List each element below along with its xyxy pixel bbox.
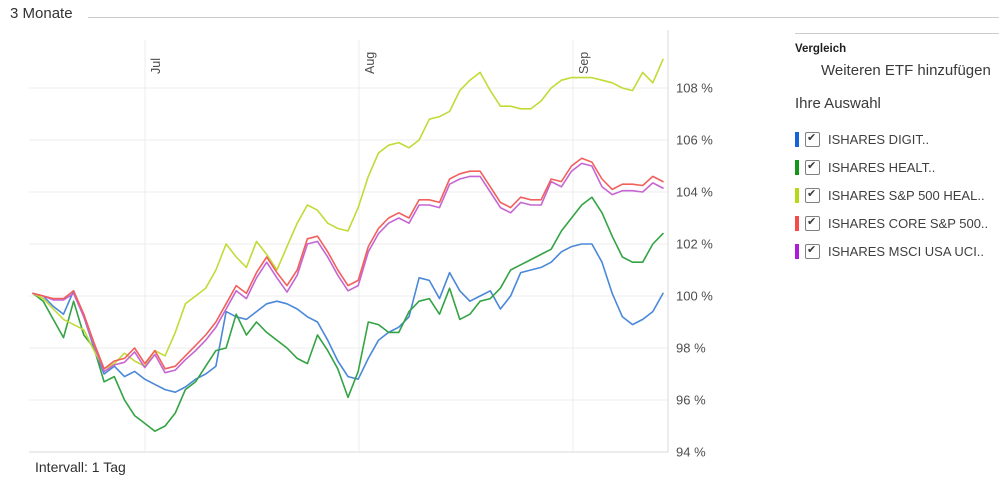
series-label: ISHARES CORE S&P 500.. [828,215,989,231]
x-axis-month-label: Sep [577,52,591,74]
header-divider [88,17,999,18]
series-color-bar [795,159,799,175]
y-axis-label: 104 % [676,185,713,200]
legend-row: ISHARES HEALT.. [795,153,999,181]
series-line [32,157,664,370]
y-axis-label: 108 % [676,81,713,96]
y-axis-label: 94 % [676,445,706,460]
y-axis-label: 96 % [676,393,706,408]
series-checkbox[interactable] [805,215,820,231]
add-etf-link[interactable]: Weiteren ETF hinzufügen [821,62,991,79]
series-label: ISHARES DIGIT.. [828,131,930,147]
series-checkbox[interactable] [805,243,820,259]
series-line [32,162,664,374]
comparison-header: Vergleich [795,43,847,55]
series-color-bar [795,187,799,203]
y-axis-label: 98 % [676,341,706,356]
y-axis-label: 100 % [676,289,713,304]
series-color-bar [795,215,799,231]
series-label: ISHARES MSCI USA UCI.. [828,243,985,259]
series-line [32,243,664,394]
etf-legend: ISHARES DIGIT.. ISHARES HEALT.. ISHARES … [795,125,999,265]
legend-row: ISHARES DIGIT.. [795,125,999,153]
series-color-bar [795,131,799,147]
selection-header: Ihre Auswahl [795,95,881,112]
series-checkbox[interactable] [805,159,820,175]
series-label: ISHARES S&P 500 HEAL.. [828,187,985,203]
x-axis-month-label: Jul [149,58,163,74]
legend-row: ISHARES MSCI USA UCI.. [795,237,999,265]
legend-row: ISHARES CORE S&P 500.. [795,209,999,237]
performance-chart: 94 % 96 % 98 % 100 % 102 % 104 % 106 % 108 % Jul… [29,30,713,460]
period-label: 3 Monate [10,5,73,22]
series-label: ISHARES HEALT.. [828,159,936,175]
interval-label: Intervall: 1 Tag [35,459,126,475]
y-axis-label: 102 % [676,237,713,252]
series-line [32,58,664,370]
series-line [32,196,664,433]
series-color-bar [795,243,799,259]
y-axis-label: 106 % [676,133,713,148]
legend-row: ISHARES S&P 500 HEAL.. [795,181,999,209]
x-axis-month-label: Aug [363,52,377,74]
series-checkbox[interactable] [805,131,820,147]
series-checkbox[interactable] [805,187,820,203]
comparison-panel: Vergleich Weiteren ETF hinzufügen Ihre A… [795,33,999,265]
